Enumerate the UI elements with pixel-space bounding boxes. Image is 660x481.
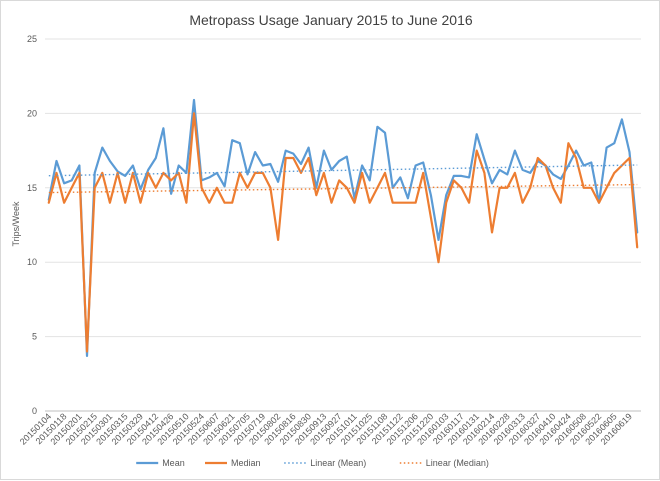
y-tick-label-10: 10 bbox=[27, 257, 37, 267]
series-lines bbox=[47, 98, 639, 357]
y-tick-label-5: 5 bbox=[32, 332, 37, 342]
y-tick-labels: 0 5 10 15 20 25 bbox=[27, 34, 37, 416]
y-tick-label-0: 0 bbox=[32, 406, 37, 416]
legend-label-linear-mean: Linear (Mean) bbox=[310, 458, 366, 468]
y-axis-label: Trips/Week bbox=[11, 201, 21, 247]
chart-title: Metropass Usage January 2015 to June 201… bbox=[189, 12, 473, 28]
legend: Mean Median Linear (Mean) Linear (Median) bbox=[136, 458, 489, 468]
legend-label-median: Median bbox=[231, 458, 261, 468]
series-median bbox=[47, 112, 639, 353]
y-tick-label-20: 20 bbox=[27, 108, 37, 118]
series-mean bbox=[47, 98, 639, 357]
y-tick-label-25: 25 bbox=[27, 34, 37, 44]
gridlines bbox=[45, 38, 641, 412]
x-tick-labels: 2015010420150118201502012015021520150301… bbox=[18, 411, 634, 446]
legend-label-linear-median: Linear (Median) bbox=[426, 458, 489, 468]
legend-label-mean: Mean bbox=[162, 458, 185, 468]
y-tick-label-15: 15 bbox=[27, 183, 37, 193]
